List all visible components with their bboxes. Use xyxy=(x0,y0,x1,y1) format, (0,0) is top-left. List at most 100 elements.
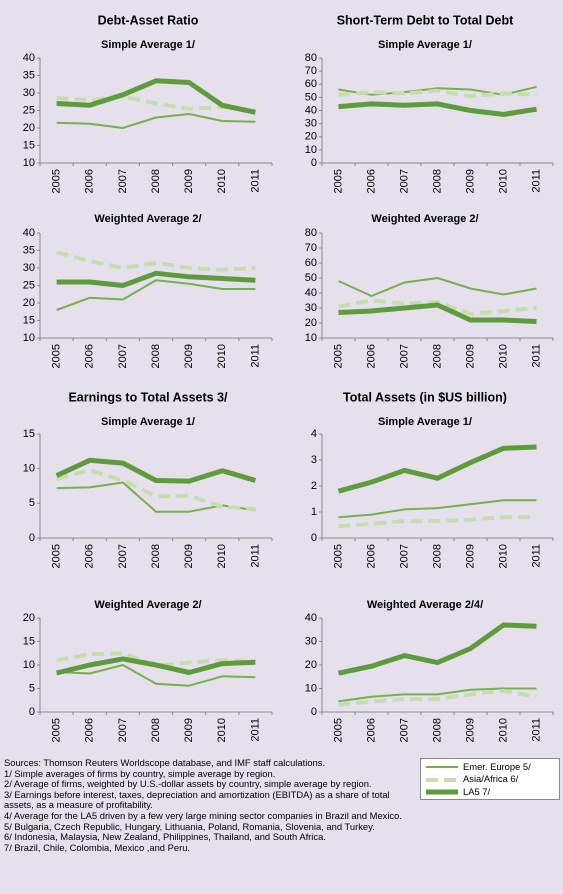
x-tick-label: 2005 xyxy=(50,544,62,568)
note: Sources: Thomson Reuters Worldscope data… xyxy=(4,757,325,768)
y-tick-label: 10 xyxy=(23,659,35,671)
chart-subtitle: Weighted Average 2/ xyxy=(94,599,201,611)
series-line xyxy=(337,444,537,494)
x-tick-label: 2008 xyxy=(150,344,162,368)
series-line xyxy=(56,113,256,129)
series-line xyxy=(56,468,256,511)
y-tick-label: 70 xyxy=(305,242,317,254)
chart-subtitle: Simple Average 1/ xyxy=(101,39,195,51)
x-tick-label: 2007 xyxy=(398,718,410,742)
legend-swatch xyxy=(426,777,458,782)
legend-swatch xyxy=(426,789,458,795)
y-tick-label: 20 xyxy=(305,659,317,671)
x-tick-label: 2009 xyxy=(183,169,195,193)
note: 2/ Average of firms, weighted by U.S.-do… xyxy=(4,778,372,790)
series-line xyxy=(338,302,537,324)
y-tick-label: 30 xyxy=(23,87,35,99)
series-line xyxy=(56,481,256,513)
x-tick-label: 2010 xyxy=(497,344,509,368)
x-tick-label: 2006 xyxy=(365,169,377,193)
y-tick-label: 40 xyxy=(305,287,317,299)
y-tick-label: 40 xyxy=(305,104,317,116)
x-tick-label: 2008 xyxy=(431,344,443,368)
x-tick-label: 2011 xyxy=(530,344,542,368)
series-line xyxy=(338,88,537,99)
legend-item: Emer. Europe 5/ xyxy=(425,761,559,774)
y-tick-label: 20 xyxy=(305,131,317,143)
x-tick-label: 2008 xyxy=(431,718,443,742)
note: 6/ Indonesia, Malaysia, New Zealand, Phi… xyxy=(4,831,326,843)
series-line xyxy=(338,688,537,707)
x-tick-label: 2010 xyxy=(216,344,228,368)
y-tick-label: 30 xyxy=(305,635,317,647)
x-tick-label: 2005 xyxy=(332,718,344,742)
note: 4/ Average for the LA5 driven by a few v… xyxy=(4,809,402,821)
x-tick-label: 2007 xyxy=(117,544,129,568)
section-title: Short-Term Debt to Total Debt xyxy=(337,13,514,27)
x-tick-label: 2007 xyxy=(117,718,129,742)
y-tick-label: 80 xyxy=(305,227,317,239)
chart-subtitle: Simple Average 1/ xyxy=(378,39,472,51)
x-tick-label: 2007 xyxy=(117,169,129,193)
y-tick-label: 35 xyxy=(23,69,35,81)
series-line xyxy=(338,515,537,529)
x-tick-label: 2006 xyxy=(84,169,96,193)
y-tick-label: 5 xyxy=(29,497,35,509)
x-tick-label: 2011 xyxy=(530,718,542,742)
x-tick-label: 2006 xyxy=(84,344,96,368)
notes: Emer. Europe 5/Asia/Africa 6/LA5 7/ Sour… xyxy=(4,757,560,853)
x-tick-label: 2011 xyxy=(530,169,542,193)
x-tick-label: 2006 xyxy=(365,344,377,368)
x-tick-label: 2008 xyxy=(431,544,443,568)
series-line xyxy=(338,499,537,519)
series-line xyxy=(55,457,257,484)
x-tick-label: 2005 xyxy=(332,169,344,193)
y-tick-label: 5 xyxy=(29,682,35,694)
y-tick-label: 15 xyxy=(23,635,35,647)
x-tick-label: 2007 xyxy=(398,544,410,568)
note: 3/ Earnings before interest, taxes, depr… xyxy=(4,788,390,811)
y-tick-label: 0 xyxy=(29,532,35,544)
chart-subtitle: Simple Average 1/ xyxy=(378,416,472,428)
x-tick-label: 2010 xyxy=(216,544,228,568)
section-title: Total Assets (in $US billion) xyxy=(343,390,507,404)
y-tick-label: 15 xyxy=(23,428,35,440)
y-tick-label: 10 xyxy=(305,144,317,156)
y-tick-label: 4 xyxy=(311,428,317,440)
x-tick-label: 2009 xyxy=(183,544,195,568)
x-tick-label: 2005 xyxy=(50,169,62,193)
note: 7/ Brazil, Chile, Colombia, Mexico ,and … xyxy=(4,841,191,853)
series-line xyxy=(56,656,256,676)
legend-item: Asia/Africa 6/ xyxy=(425,774,559,787)
x-tick-label: 2008 xyxy=(150,169,162,193)
legend: Emer. Europe 5/Asia/Africa 6/LA5 7/ xyxy=(420,758,560,800)
series-line xyxy=(338,101,537,117)
x-tick-label: 2010 xyxy=(216,169,228,193)
y-tick-label: 30 xyxy=(23,262,35,274)
y-tick-label: 20 xyxy=(23,612,35,624)
x-tick-label: 2011 xyxy=(249,544,261,568)
x-tick-label: 2009 xyxy=(464,718,476,742)
y-tick-label: 10 xyxy=(23,332,35,344)
x-tick-label: 2006 xyxy=(84,718,96,742)
series-line xyxy=(56,250,256,272)
x-tick-label: 2009 xyxy=(464,544,476,568)
x-tick-label: 2006 xyxy=(84,544,96,568)
x-tick-label: 2007 xyxy=(398,344,410,368)
x-tick-label: 2005 xyxy=(50,718,62,742)
x-tick-label: 2009 xyxy=(183,344,195,368)
y-tick-label: 40 xyxy=(305,612,317,624)
x-tick-label: 2008 xyxy=(150,544,162,568)
x-tick-label: 2010 xyxy=(497,169,509,193)
y-tick-label: 15 xyxy=(23,139,35,151)
x-tick-label: 2010 xyxy=(497,544,509,568)
y-tick-label: 80 xyxy=(305,52,317,64)
chart-subtitle: Weighted Average 2/4/ xyxy=(367,599,483,611)
chart-subtitle: Simple Average 1/ xyxy=(101,416,195,428)
x-tick-label: 2009 xyxy=(464,344,476,368)
x-tick-label: 2011 xyxy=(249,169,261,193)
chart-subtitle: Weighted Average 2/ xyxy=(94,213,201,225)
y-tick-label: 10 xyxy=(305,682,317,694)
y-tick-label: 3 xyxy=(311,454,317,466)
